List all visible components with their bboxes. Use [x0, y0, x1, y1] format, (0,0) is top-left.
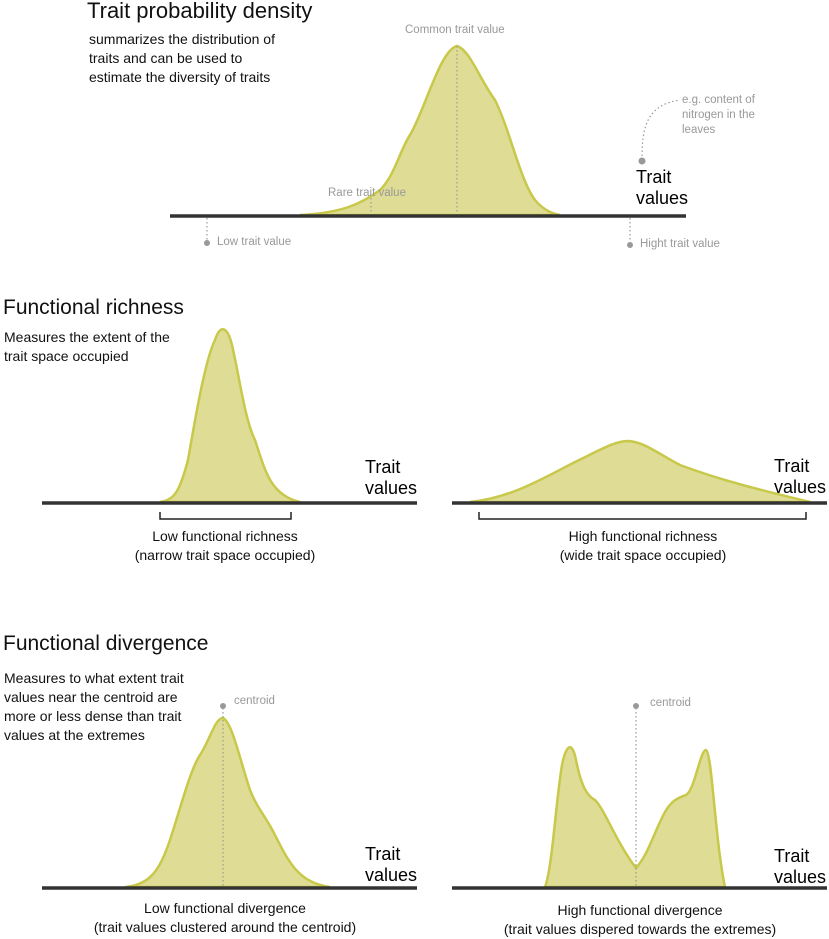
divergence-high-caption: High functional divergence (trait values … — [503, 902, 777, 937]
low-trait-label: Low trait value — [217, 236, 292, 248]
divergence-description: Measures to what extent trait values nea… — [4, 670, 184, 743]
density-axis-label: Trait values — [636, 167, 689, 208]
high-trait-label: Hight trait value — [640, 238, 720, 250]
richness-low-bracket — [159, 512, 292, 520]
rare-trait-label: Rare trait value — [328, 187, 406, 199]
richness-high-axis-label: Trait values — [774, 456, 827, 497]
divergence-high-axis-label: Trait values — [774, 846, 827, 887]
divergence-title: Functional divergence — [3, 632, 209, 655]
divergence-low-curve — [124, 716, 331, 889]
centroid-low-label: centroid — [234, 695, 275, 707]
example-label: e.g. content of nitrogen in the leaves — [682, 94, 755, 136]
richness-high-bracket — [478, 512, 807, 520]
richness-low-caption: Low functional richness (narrow trait spa… — [134, 528, 316, 563]
density-title: Trait probability density — [87, 0, 313, 23]
centroid-high-label: centroid — [650, 697, 691, 709]
divergence-low-axis-label: Trait values — [365, 844, 418, 885]
richness-low-axis-label: Trait values — [365, 457, 418, 498]
divergence-high-curve — [543, 746, 727, 889]
richness-high-caption: High functional richness (wide trait spac… — [559, 528, 727, 563]
richness-description: Measures the extent of the trait space o… — [4, 329, 170, 364]
richness-title: Functional richness — [3, 296, 184, 319]
divergence-low-caption: Low functional divergence (trait values c… — [93, 900, 357, 935]
common-trait-label: Common trait value — [405, 24, 505, 36]
richness-low-curve — [159, 328, 301, 504]
richness-high-curve — [469, 439, 811, 504]
density-description: summarizes the distribution of traits an… — [89, 31, 275, 85]
